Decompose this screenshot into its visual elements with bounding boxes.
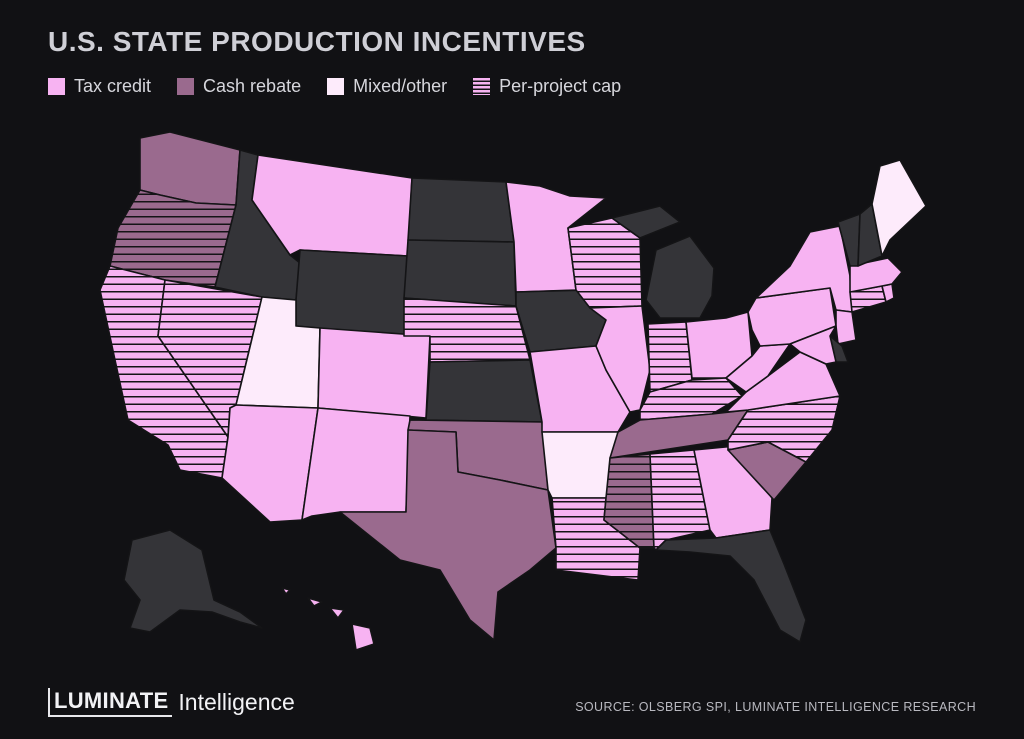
state-nm: [301, 407, 411, 521]
legend-label-cash-rebate: Cash rebate: [203, 76, 302, 96]
state-ma: [849, 257, 903, 293]
legend-swatch-mixed-other: [327, 78, 345, 95]
state-ks: [425, 359, 543, 423]
legend-label-per-project-cap: Per-project cap: [499, 76, 622, 96]
legend-label-tax-credit: Tax credit: [74, 76, 152, 96]
state-md: [789, 325, 837, 365]
state-me: [871, 159, 927, 257]
state-ak: [123, 529, 263, 633]
state-nj: [835, 309, 857, 345]
legend-item-per-project-cap: Per-project cap: [473, 76, 621, 97]
luminate-logo: LUMINATE Intelligence: [48, 688, 295, 717]
state-nd: [407, 177, 515, 243]
legend-swatch-cash-rebate: [177, 78, 195, 95]
source-note: SOURCE: OLSBERG SPI, LUMINATE INTELLIGEN…: [575, 700, 976, 714]
state-co: [317, 327, 431, 419]
legend-item-mixed-other: Mixed/other: [327, 76, 447, 97]
logo-suffix: Intelligence: [178, 689, 295, 715]
legend-swatch-per-project-cap: [473, 78, 491, 95]
map-title: U.S. STATE PRODUCTION INCENTIVES: [48, 26, 586, 57]
legend: Tax credit Cash rebate Mixed/other Per-p…: [48, 76, 621, 97]
legend-label-mixed-other: Mixed/other: [353, 76, 448, 96]
states-layer: [99, 131, 927, 651]
state-mi: [611, 205, 715, 319]
logo-brand: LUMINATE: [48, 688, 173, 717]
state-fl: [655, 529, 807, 643]
legend-swatch-tax-credit: [48, 78, 65, 95]
legend-item-cash-rebate: Cash rebate: [177, 76, 301, 97]
state-tx: [339, 429, 557, 641]
state-sd: [403, 239, 517, 307]
state-wy: [295, 249, 409, 337]
legend-item-tax-credit: Tax credit: [48, 76, 151, 97]
state-il: [589, 305, 651, 413]
state-hi: [281, 587, 375, 651]
